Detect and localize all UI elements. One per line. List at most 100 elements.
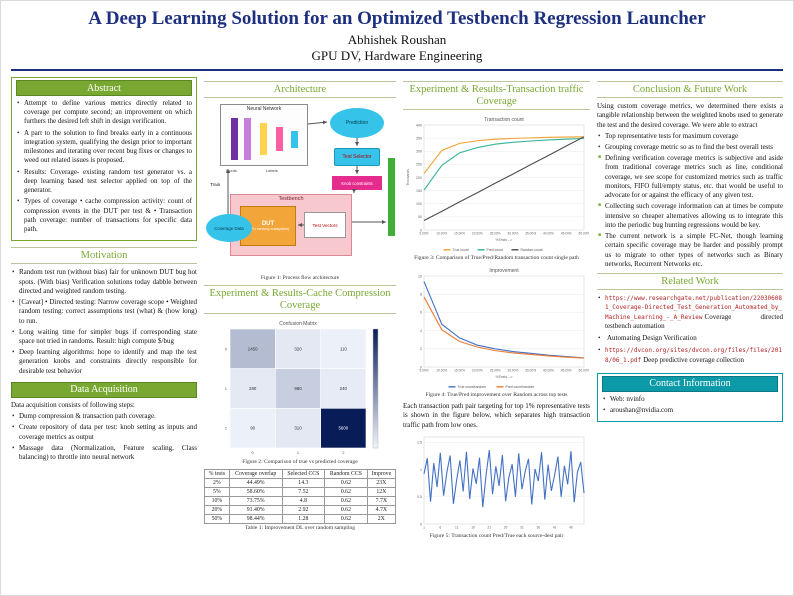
transaction-paragraph: Each transaction path pair targeting for…	[403, 402, 590, 429]
table-cell: 73.75%	[228, 496, 283, 507]
conclusion-section: Conclusion & Future Work Using custom co…	[597, 81, 783, 269]
related-link[interactable]: https://dvcon.org/sites/dvcon.org/files/…	[605, 347, 783, 364]
svg-text:35.00%: 35.00%	[525, 232, 536, 236]
svg-text:15.00%: 15.00%	[454, 369, 465, 373]
svg-text:16: 16	[471, 525, 475, 529]
svg-text:240: 240	[340, 386, 348, 391]
svg-text:46: 46	[569, 525, 573, 529]
knob-constraints-box: Knob constraints	[332, 176, 382, 191]
nn-layer-bar	[291, 131, 298, 149]
svg-text:36: 36	[537, 525, 541, 529]
table-cell: 23X	[366, 478, 397, 489]
svg-text:35.00%: 35.00%	[525, 369, 536, 373]
list-item: Dump compression & transaction path cove…	[11, 412, 197, 421]
svg-text:4: 4	[420, 329, 422, 333]
list-item: Massage data (Normalization, Feature sca…	[11, 444, 197, 462]
svg-text:50.00%: 50.00%	[579, 369, 589, 373]
coverage-data-ellipse: Coverage Data	[206, 214, 252, 243]
svg-text:1450: 1450	[248, 347, 258, 352]
nn-layer-bar	[276, 127, 283, 152]
svg-text:280: 280	[249, 386, 257, 391]
labels-label: Labels	[266, 168, 278, 174]
table-cell: 0.62	[324, 487, 368, 498]
svg-text:320: 320	[294, 347, 302, 352]
table-header-cell: % tests	[204, 469, 230, 480]
svg-text:2: 2	[420, 347, 422, 351]
test-selector-label: Test Selector	[342, 154, 372, 161]
table-cell: 14.3	[281, 478, 326, 489]
column-1: Abstract Attempt to define various metri…	[11, 77, 197, 464]
column-3: Experiment & Results-Transaction traffic…	[403, 77, 590, 543]
abstract-section: Abstract Attempt to define various metri…	[11, 77, 197, 242]
conclusion-heading: Conclusion & Future Work	[597, 81, 783, 99]
abstract-heading: Abstract	[16, 80, 192, 96]
contact-web-link[interactable]: Web: nvinfo	[602, 395, 778, 404]
table-cell: 0.62	[324, 478, 368, 489]
svg-text:11: 11	[455, 525, 459, 529]
list-item: Grouping coverage metric so as to find t…	[597, 143, 783, 152]
inputs-label: Inputs	[226, 168, 237, 174]
data-acquisition-intro: Data acquisition consists of following s…	[11, 400, 135, 409]
svg-text:8: 8	[420, 293, 422, 297]
svg-text:25.00%: 25.00%	[490, 369, 501, 373]
list-item: Collecting such coverage information can…	[597, 202, 783, 230]
testbench-label: Testbench	[278, 196, 304, 203]
data-acquisition-heading: Data Acquisition	[11, 381, 197, 398]
poster-header: A Deep Learning Solution for an Optimize…	[1, 1, 793, 71]
header-rule	[11, 69, 783, 71]
svg-text:True count/random: True count/random	[458, 385, 487, 389]
table-cell: 10%	[204, 496, 230, 507]
coverage-data-label: Coverage Data	[214, 225, 244, 231]
svg-text:1: 1	[297, 450, 300, 455]
svg-text:40.00%: 40.00%	[543, 232, 554, 236]
svg-text:0: 0	[252, 450, 255, 455]
nn-layer-bar	[244, 118, 251, 161]
list-item: Create repository of data per test: knob…	[11, 423, 197, 441]
figure-3-caption: Figure 3: Comparison of True/Pred/Random…	[414, 255, 579, 262]
neural-network-label: Neural Network	[246, 106, 282, 113]
svg-text:50.00%: 50.00%	[579, 232, 589, 236]
svg-text:20.00%: 20.00%	[472, 232, 483, 236]
table-cell: 0.62	[324, 496, 368, 507]
svg-text:Pred count: Pred count	[487, 248, 503, 252]
list-item: Defining verification coverage metrics i…	[597, 154, 783, 200]
green-bar	[388, 158, 395, 237]
table-row: 10% 73.75% 4.8 0.62 7.7X	[204, 496, 397, 507]
figure-2-caption: Figure 2: Comparison of true vs predicte…	[242, 459, 358, 466]
table-cell: 2X	[366, 514, 397, 525]
contact-email-link[interactable]: aroushan@nvidia.com	[602, 406, 778, 415]
svg-text:15.00%: 15.00%	[454, 232, 465, 236]
table-cell: 1.28	[281, 514, 326, 525]
figure-2-heatmap: 1450 320 110 280 980 240 90 310 5600 0 1 2 0 1 2 Confus…	[214, 318, 386, 458]
table-cell: 4.7X	[366, 505, 397, 516]
table-cell: 91.40%	[228, 505, 283, 516]
table-cell: 12X	[366, 487, 397, 498]
list-item: https://dvcon.org/sites/dvcon.org/files/…	[597, 346, 783, 364]
improvement-table: % tests Coverage overlap Selected CCS Rando…	[204, 469, 397, 525]
svg-text:True count: True count	[453, 248, 469, 252]
svg-text:21: 21	[488, 525, 492, 529]
svg-text:0: 0	[420, 365, 422, 369]
svg-text:5600: 5600	[338, 426, 348, 431]
svg-text:980: 980	[294, 386, 302, 391]
svg-text:30.00%: 30.00%	[507, 369, 518, 373]
figure-1-diagram: Neural Network Inputs Labels Prediction …	[204, 102, 396, 274]
dut-sublabel: (GPU memory subsystem)	[246, 227, 290, 232]
table-cell: 5%	[204, 487, 230, 498]
svg-text:40.00%: 40.00%	[543, 369, 554, 373]
prediction-label: Prediction	[345, 120, 369, 127]
list-item: Random test run (without bias) fair for …	[11, 268, 197, 296]
knob-constraints-label: Knob constraints	[341, 180, 373, 186]
table-cell: 2.92	[281, 505, 326, 516]
contact-list: Web: nvinfo aroushan@nvidia.com	[602, 395, 778, 416]
svg-text:1: 1	[420, 468, 422, 472]
related-text: Automating Design Verification	[607, 334, 697, 343]
svg-text:90: 90	[250, 426, 255, 431]
dut-label: DUT	[261, 221, 275, 228]
list-item: The current network is a simple FC-Net, …	[597, 232, 783, 269]
svg-text:20.00%: 20.00%	[472, 369, 483, 373]
svg-text:30.00%: 30.00%	[507, 232, 518, 236]
related-link[interactable]: https://www.researchgate.net/publication…	[605, 295, 783, 321]
list-item: Top representative tests for maximum cov…	[597, 132, 783, 141]
table-cell: 20%	[204, 505, 230, 516]
